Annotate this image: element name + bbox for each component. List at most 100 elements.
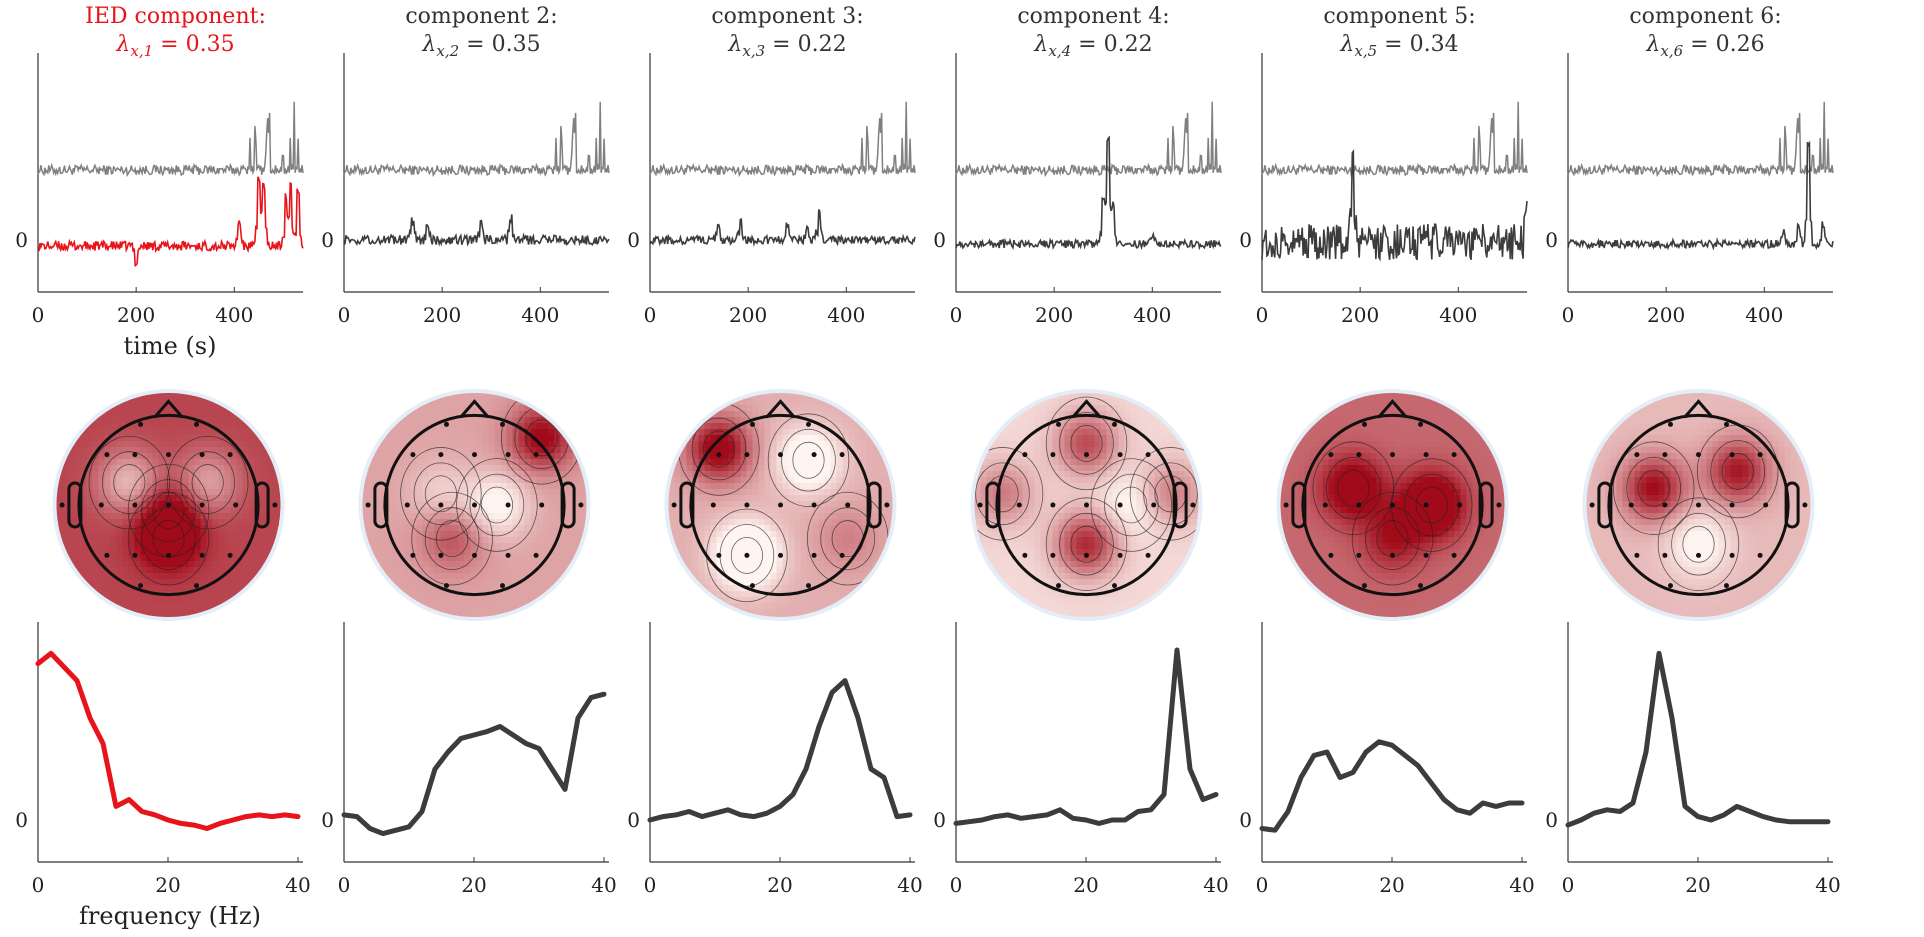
topo-cell (146, 435, 153, 442)
topo-cell (140, 507, 147, 514)
topo-cell (278, 555, 281, 562)
electrode-dot (138, 421, 143, 427)
topo-cell (704, 453, 711, 460)
topo-cell (206, 555, 213, 562)
topo-cell (794, 513, 801, 520)
topo-cell (104, 495, 111, 502)
topo-cell (428, 441, 435, 448)
topo-cell (548, 453, 555, 460)
topo-cell (434, 525, 441, 532)
topo-cell (1016, 453, 1023, 460)
topo-cell (206, 519, 213, 526)
topo-cell (410, 585, 417, 592)
topo-cell (200, 579, 207, 586)
topo-cell (170, 447, 177, 454)
topo-cell (188, 447, 195, 454)
topo-cell (98, 525, 105, 532)
topo-cell (92, 399, 99, 406)
topo-cell (494, 423, 501, 430)
topo-cell (1160, 399, 1167, 406)
topo-cell (830, 585, 837, 592)
topo-cell (1100, 459, 1107, 466)
topo-cell (212, 513, 219, 520)
topo-cell (176, 447, 183, 454)
topo-cell (560, 603, 567, 610)
topo-cell (398, 471, 405, 478)
topo-cell (392, 513, 399, 520)
topo-cell (842, 507, 849, 514)
topo-cell (380, 615, 387, 617)
topo-cell (854, 537, 861, 544)
topo-cell (842, 615, 849, 617)
topo-cell (470, 597, 477, 604)
topo-cell (212, 555, 219, 562)
topo-cell (878, 591, 885, 598)
topo-cell (116, 531, 123, 538)
topo-cell (680, 459, 687, 466)
topo-cell (260, 399, 267, 406)
topo-cell (740, 537, 747, 544)
topo-cell (1148, 423, 1155, 430)
topo-cell (452, 453, 459, 460)
topo-cell (770, 501, 777, 508)
topo-cell (122, 447, 129, 454)
topo-cell (488, 609, 495, 616)
topo-cell (224, 531, 231, 538)
topo-cell (872, 615, 879, 617)
topo-cell (110, 411, 117, 418)
topo-cell (512, 465, 519, 472)
topo-cell (1004, 411, 1011, 418)
topo-cell (1154, 435, 1161, 442)
topo-cell (446, 585, 453, 592)
topo-cell (758, 543, 765, 550)
topo-cell (518, 549, 525, 556)
topo-cell (200, 507, 207, 514)
topo-cell (860, 447, 867, 454)
topo-cell (500, 495, 507, 502)
topo-cell (680, 531, 687, 538)
topo-cell (134, 441, 141, 448)
topo-cell (500, 549, 507, 556)
topo-cell (404, 555, 411, 562)
topo-cell (860, 591, 867, 598)
topo-cell (236, 399, 243, 406)
topo-cell (806, 537, 813, 544)
topo-cell (758, 597, 765, 604)
topo-cell (770, 519, 777, 526)
topo-cell (410, 417, 417, 424)
topo-cell (500, 561, 507, 568)
topo-cell (728, 495, 735, 502)
topo-cell (242, 405, 249, 412)
topo-cell (542, 441, 549, 448)
topo-cell (830, 495, 837, 502)
topo-cell (1088, 399, 1095, 406)
topo-cell (494, 603, 501, 610)
topo-cell (152, 489, 159, 496)
topo-cell (86, 525, 93, 532)
topo-cell (506, 465, 513, 472)
topo-cell (836, 501, 843, 508)
topo-cell (470, 531, 477, 538)
topo-cell (854, 423, 861, 430)
topo-cell (266, 429, 273, 436)
topo-cell (1064, 405, 1071, 412)
topo-cell (422, 471, 429, 478)
topo-cell (404, 483, 411, 490)
topo-cell (476, 609, 483, 616)
topo-cell (794, 561, 801, 568)
electrode-dot (533, 452, 539, 458)
electrode-dot (811, 502, 817, 508)
topo-cell (698, 411, 705, 418)
topo-cell (218, 417, 225, 424)
topo-cell (230, 411, 237, 418)
topo-cell (512, 567, 519, 574)
component-lambda: λx,1 = 0.35 (115, 32, 234, 60)
topo-cell (842, 591, 849, 598)
topo-cell (98, 435, 105, 442)
topo-cell (1112, 429, 1119, 436)
topo-cell (704, 507, 711, 514)
topo-cell (374, 465, 381, 472)
topo-cell (728, 471, 735, 478)
topo-cell (800, 597, 807, 604)
topo-cell (158, 579, 165, 586)
